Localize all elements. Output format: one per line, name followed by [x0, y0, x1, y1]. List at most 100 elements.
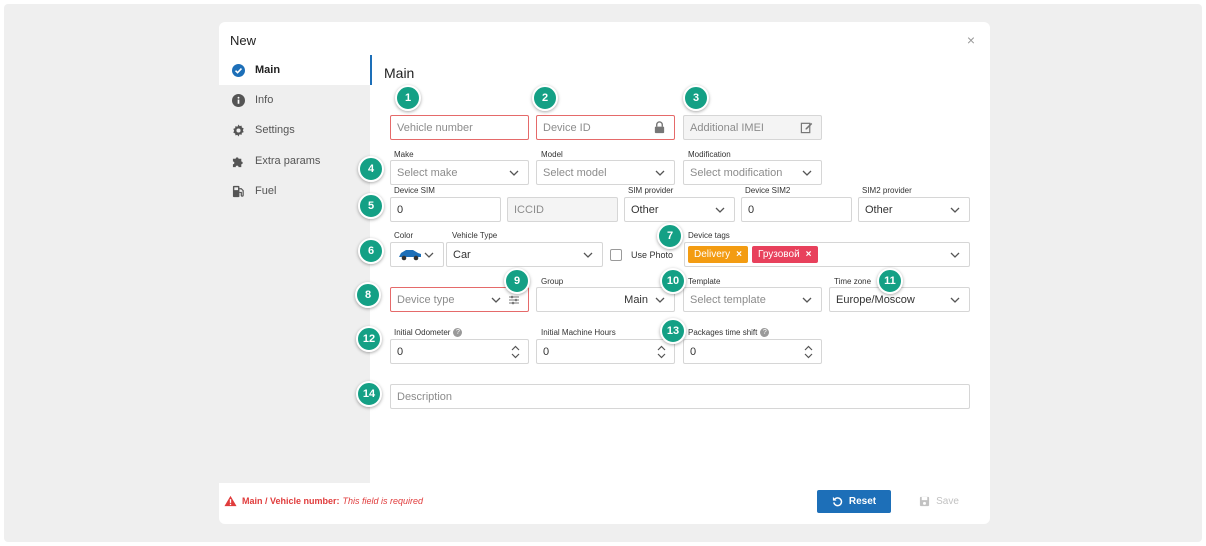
additional-imei-input[interactable]: Additional IMEI	[683, 115, 822, 140]
time-zone-label: Time zone	[834, 277, 872, 286]
device-tags-select[interactable]: Delivery × Грузовой ×	[684, 242, 970, 267]
color-label: Color	[394, 231, 414, 240]
chevron-down-icon	[715, 207, 725, 213]
make-select[interactable]: Select make	[390, 160, 529, 185]
initial-odometer-input[interactable]: 0	[390, 339, 529, 364]
chevron-down-icon	[655, 297, 665, 303]
chevron-down-icon	[491, 297, 501, 303]
reset-label: Reset	[848, 496, 877, 507]
device-type-select[interactable]: Device type	[390, 287, 529, 312]
use-photo-checkbox[interactable]	[610, 249, 622, 261]
stepper-icon[interactable]	[804, 345, 813, 359]
device-id-input[interactable]: Device ID	[536, 115, 675, 140]
make-placeholder: Select make	[397, 166, 458, 179]
reset-button[interactable]: Reset	[817, 490, 891, 513]
save-label: Save	[936, 496, 959, 507]
info-icon	[231, 93, 245, 107]
callout-badge: 4	[358, 156, 384, 182]
sim-provider-select[interactable]: Other	[624, 197, 735, 222]
sidebar-item-info[interactable]: Info	[219, 85, 370, 115]
time-zone-select[interactable]: Europe/Moscow	[829, 287, 970, 312]
gear-icon	[231, 123, 245, 137]
sim2-provider-select[interactable]: Other	[858, 197, 970, 222]
packages-time-shift-text: Packages time shift	[688, 328, 758, 337]
model-label: Model	[541, 150, 563, 159]
callout-badge: 7	[657, 223, 683, 249]
template-placeholder: Select template	[690, 293, 766, 306]
initial-odometer-value: 0	[397, 345, 404, 358]
packages-time-shift-input[interactable]: 0	[683, 339, 822, 364]
help-icon[interactable]: ?	[453, 328, 463, 338]
sidebar-item-label: Info	[255, 94, 274, 106]
error-message: This field is required	[342, 496, 424, 506]
stepper-icon[interactable]	[511, 345, 520, 359]
remove-tag-icon[interactable]: ×	[736, 249, 742, 260]
vehicle-type-select[interactable]: Car	[446, 242, 603, 267]
filter-settings-icon[interactable]	[508, 294, 520, 306]
tag-text: Грузовой	[757, 249, 800, 260]
help-icon[interactable]: ?	[760, 328, 770, 338]
device-id-placeholder: Device ID	[543, 121, 591, 134]
vehicle-type-value: Car	[453, 248, 471, 261]
sidebar-item-settings[interactable]: Settings	[219, 115, 370, 145]
template-select[interactable]: Select template	[683, 287, 822, 312]
device-sim-value: 0	[397, 203, 404, 216]
use-photo-label: Use Photo	[631, 250, 674, 260]
callout-badge: 9	[504, 268, 530, 294]
color-select[interactable]	[390, 242, 444, 267]
description-placeholder: Description	[397, 390, 453, 403]
chevron-down-icon	[950, 297, 960, 303]
modification-label: Modification	[688, 150, 731, 159]
chevron-down-icon	[802, 297, 812, 303]
callout-badge: 14	[356, 381, 382, 407]
lock-icon	[654, 121, 665, 134]
floppy-icon	[920, 496, 930, 507]
device-sim-label: Device SIM	[394, 186, 435, 195]
sidebar-item-main[interactable]: Main	[219, 55, 370, 85]
sidebar-item-extra-params[interactable]: Extra params	[219, 146, 370, 176]
chevron-down-icon	[509, 170, 519, 176]
device-sim-input[interactable]: 0	[390, 197, 501, 222]
callout-badge: 1	[395, 85, 421, 111]
sim-provider-value: Other	[631, 203, 659, 216]
model-select[interactable]: Select model	[536, 160, 675, 185]
initial-machine-hours-value: 0	[543, 345, 550, 358]
tag-text: Delivery	[694, 249, 731, 260]
iccid-input[interactable]: ICCID	[507, 197, 618, 222]
vehicle-number-placeholder: Vehicle number	[397, 121, 473, 134]
vehicle-type-label: Vehicle Type	[452, 231, 498, 240]
chevron-down-icon	[583, 252, 593, 258]
callout-badge: 5	[358, 193, 384, 219]
puzzle-icon	[231, 154, 245, 168]
sidebar-item-fuel[interactable]: Fuel	[219, 176, 370, 206]
fuel-icon	[231, 184, 245, 198]
initial-odometer-label: Initial Odometer?	[394, 328, 463, 338]
chevron-down-icon	[950, 207, 960, 213]
save-button[interactable]: Save	[909, 490, 969, 513]
vehicle-number-input[interactable]: Vehicle number	[390, 115, 529, 140]
edit-icon[interactable]	[800, 121, 813, 134]
callout-badge: 10	[660, 268, 686, 294]
initial-machine-hours-label: Initial Machine Hours	[541, 328, 616, 337]
iccid-placeholder: ICCID	[514, 203, 544, 216]
modification-select[interactable]: Select modification	[683, 160, 822, 185]
device-sim2-input[interactable]: 0	[741, 197, 852, 222]
new-vehicle-dialog: New × Main Info Settings Extra params Fu…	[219, 22, 990, 524]
validation-error: Main / Vehicle number: This field is req…	[224, 495, 423, 507]
callout-badge: 8	[355, 282, 381, 308]
tag-delivery: Delivery ×	[688, 246, 748, 263]
close-icon[interactable]: ×	[966, 32, 975, 48]
description-input[interactable]: Description	[390, 384, 970, 409]
error-path: Main / Vehicle number:	[242, 496, 340, 506]
packages-time-shift-label: Packages time shift?	[688, 328, 770, 338]
group-value: Main	[624, 293, 648, 306]
remove-tag-icon[interactable]: ×	[805, 249, 812, 260]
initial-machine-hours-input[interactable]: 0	[536, 339, 675, 364]
chevron-down-icon	[950, 252, 960, 258]
sim2-provider-label: SIM2 provider	[862, 186, 912, 195]
additional-imei-placeholder: Additional IMEI	[690, 121, 764, 134]
callout-badge: 11	[877, 268, 903, 294]
stepper-icon[interactable]	[657, 345, 666, 359]
group-select[interactable]: Main	[536, 287, 675, 312]
callout-badge: 13	[660, 318, 686, 344]
